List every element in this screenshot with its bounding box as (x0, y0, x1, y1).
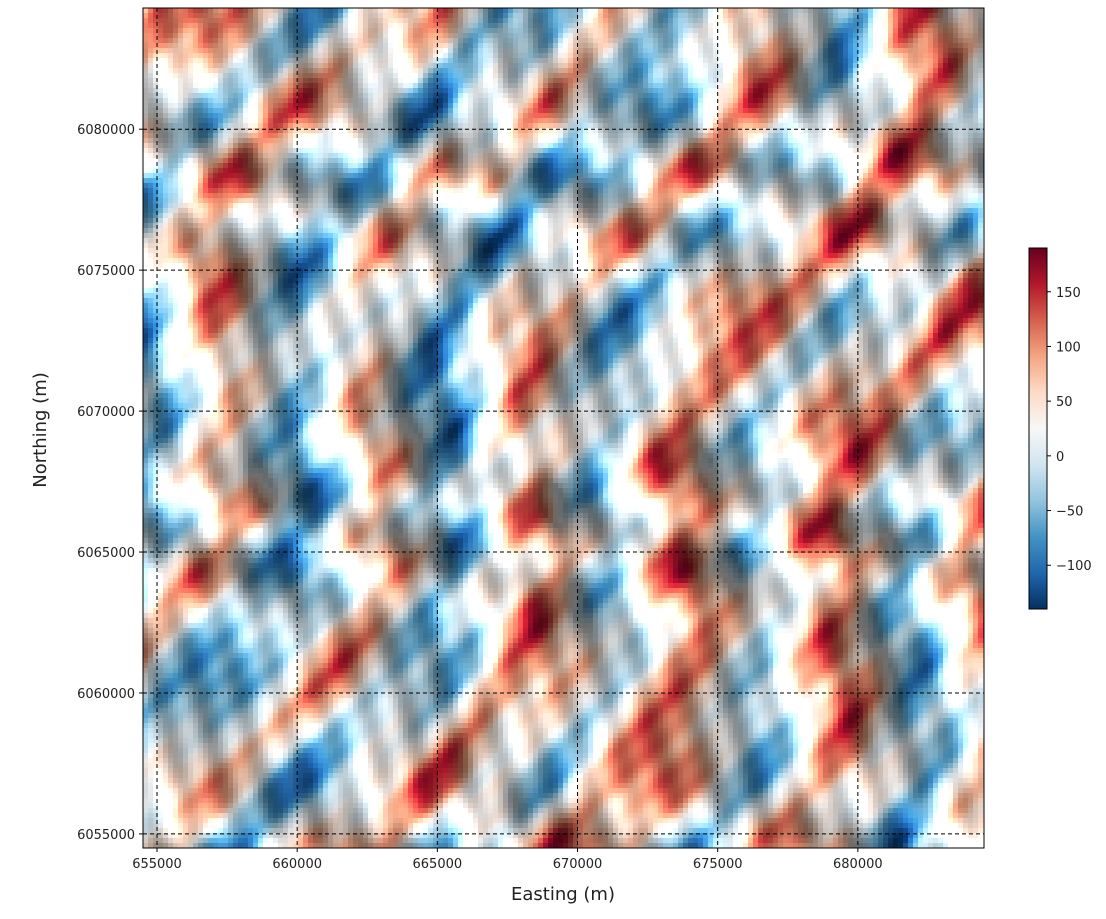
plot-frame (142, 7, 985, 849)
x-axis-label: Easting (m) (511, 884, 615, 905)
x-tick-label: 665000 (413, 857, 463, 872)
colorbar (1028, 247, 1048, 610)
y-tick-label: 6055000 (77, 828, 135, 843)
y-axis-label: Northing (m) (30, 372, 51, 487)
x-tick-label: 675000 (693, 857, 743, 872)
grid-lines (143, 8, 984, 848)
colorbar-tick-label: −100 (1056, 559, 1092, 574)
colorbar-tick-label: 150 (1056, 286, 1081, 301)
x-tick-label: 655000 (132, 857, 182, 872)
colorbar-tick-label: 100 (1056, 340, 1081, 355)
y-axis-ticks: 6055000 6060000 6065000 6070000 6075000 60800… (77, 123, 143, 843)
x-tick-label: 680000 (833, 857, 883, 872)
colorbar-ticks: −100 −50 0 50 100 150 (1047, 286, 1092, 574)
colorbar-tick-label: 0 (1056, 450, 1064, 465)
y-tick-label: 6075000 (77, 264, 135, 279)
x-tick-label: 660000 (272, 857, 322, 872)
colorbar-tick-label: 50 (1056, 395, 1073, 410)
y-tick-label: 6060000 (77, 687, 135, 702)
y-tick-label: 6065000 (77, 546, 135, 561)
x-axis-ticks: 655000 660000 665000 670000 675000 680000 (132, 848, 883, 872)
colorbar-tick-label: −50 (1056, 505, 1083, 520)
anomaly-map (143, 8, 984, 848)
y-tick-label: 6070000 (77, 405, 135, 420)
y-tick-label: 6080000 (77, 123, 135, 138)
x-tick-label: 670000 (553, 857, 603, 872)
